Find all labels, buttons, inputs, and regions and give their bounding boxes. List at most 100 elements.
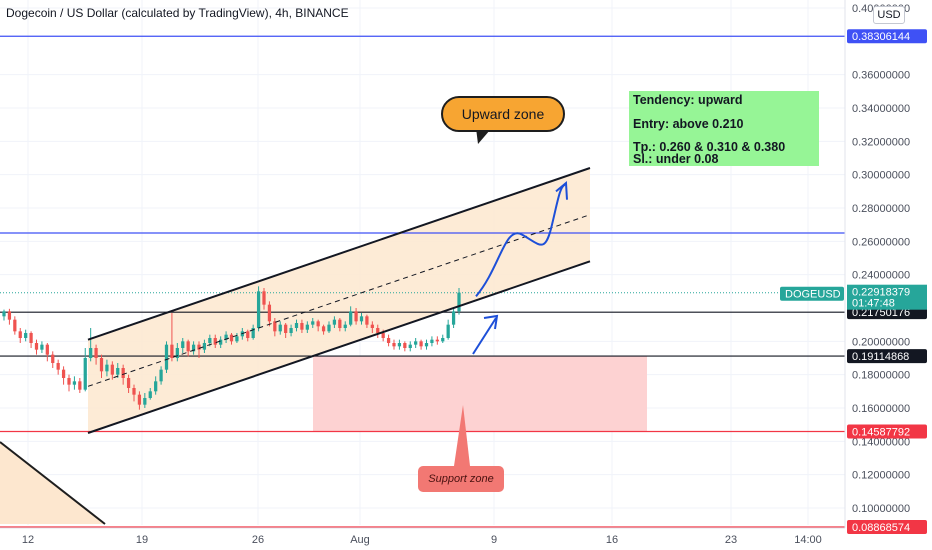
upward-zone-callout: Upward zone <box>441 96 565 132</box>
candle-body <box>316 321 320 327</box>
price-axis-bg <box>845 0 932 550</box>
up-arrow-head <box>483 314 499 330</box>
support-zone-callout: Support zone <box>418 466 504 492</box>
y-tick-label: 0.30000000 <box>852 170 910 182</box>
candle-body <box>83 358 87 390</box>
entry-text: Entry: above 0.210 <box>633 117 744 131</box>
currency-button[interactable]: USD <box>873 6 905 24</box>
candle-body <box>392 343 396 347</box>
price-level-label-bg <box>847 424 927 439</box>
candle-body <box>56 363 60 370</box>
candle-body <box>197 344 201 350</box>
up-arrow-line <box>472 317 497 355</box>
candle-body <box>300 323 304 330</box>
candle-body <box>403 343 407 348</box>
x-tick-label: Aug <box>350 534 370 546</box>
candle-body <box>441 338 445 342</box>
candle-body <box>13 319 17 332</box>
y-tick-label: 0.28000000 <box>852 203 910 215</box>
candle-body <box>376 328 380 333</box>
x-tick-label: 23 <box>725 534 737 546</box>
candle-body <box>61 369 66 378</box>
candle-body <box>164 344 169 370</box>
channel-upper-line <box>87 167 591 341</box>
current-price-value: 0.22918379 <box>852 287 910 299</box>
candle-body <box>246 331 250 338</box>
candle-body <box>408 344 412 348</box>
candle-body <box>294 323 299 328</box>
candle-body <box>186 341 190 352</box>
projection-path <box>475 183 566 297</box>
candle-body <box>40 344 44 350</box>
candle-body <box>284 324 288 333</box>
x-tick-label: 16 <box>606 534 618 546</box>
candle-body <box>89 348 93 358</box>
candle-body <box>251 328 255 338</box>
candle-body <box>191 344 196 352</box>
y-tick-label: 0.14000000 <box>852 436 910 448</box>
candle-body <box>67 378 71 385</box>
x-tick-label: 19 <box>136 534 148 546</box>
candle-body <box>202 343 207 350</box>
y-tick-label: 0.10000000 <box>852 503 910 515</box>
symbol-label-bg <box>780 286 844 301</box>
candle-body <box>289 328 293 333</box>
candle-body <box>7 311 12 320</box>
candle-body <box>229 334 234 342</box>
left-diagonal-line <box>0 441 106 525</box>
current-price-countdown: 01:47:48 <box>852 298 895 310</box>
candle-body <box>273 321 277 332</box>
candle-body <box>126 378 131 388</box>
candle-body <box>181 341 185 348</box>
y-tick-label: 0.36000000 <box>852 70 910 82</box>
projection-arrowhead <box>555 180 568 200</box>
y-tick-label: 0.34000000 <box>852 103 910 115</box>
candle-body <box>99 358 104 372</box>
candle-body <box>148 391 152 398</box>
candle-body <box>386 338 391 343</box>
stop-loss-text: Sl.: under 0.08 <box>633 152 719 166</box>
candle-body <box>34 343 39 350</box>
candle-body <box>159 369 163 382</box>
symbol-label: DOGEUSD <box>785 289 841 301</box>
candle-body <box>359 316 364 322</box>
candle-body <box>143 398 147 405</box>
candle-body <box>78 381 82 390</box>
candle-body <box>105 364 109 372</box>
candle-body <box>224 334 228 340</box>
candle-body <box>446 324 450 338</box>
candle-body <box>311 321 315 325</box>
candle-body <box>45 344 49 355</box>
y-tick-label: 0.12000000 <box>852 470 910 482</box>
candle-body <box>121 368 125 378</box>
candle-body <box>305 324 309 330</box>
take-profit-text: Tp.: 0.260 & 0.310 & 0.380 <box>633 140 786 154</box>
y-tick-label: 0.16000000 <box>852 403 910 415</box>
candle-body <box>435 339 439 342</box>
y-tick-label: 0.24000000 <box>852 270 910 282</box>
candle-body <box>381 333 385 338</box>
y-tick-label: 0.32000000 <box>852 136 910 148</box>
candle-body <box>110 364 114 375</box>
candle-body <box>267 304 272 322</box>
candle-body <box>256 291 261 328</box>
candle-body <box>370 324 374 328</box>
price-level-label-bg <box>847 349 927 364</box>
candle-body <box>170 344 174 358</box>
price-level-label: 0.38306144 <box>852 31 910 43</box>
candle-body <box>321 326 326 332</box>
candle-body <box>343 324 347 328</box>
candle-body <box>72 381 77 385</box>
candle-body <box>354 311 358 322</box>
y-tick-label: 0.18000000 <box>852 370 910 382</box>
candle-body <box>332 319 337 325</box>
candle-body <box>338 319 342 328</box>
price-level-label: 0.08868574 <box>852 522 910 534</box>
price-level-label-bg <box>847 29 927 44</box>
chart-title: Dogecoin / US Dollar (calculated by Trad… <box>6 6 349 20</box>
candle-body <box>208 338 212 343</box>
tendency-text: Tendency: upward <box>633 93 743 107</box>
candle-body <box>94 348 98 358</box>
candle-body <box>278 324 282 332</box>
